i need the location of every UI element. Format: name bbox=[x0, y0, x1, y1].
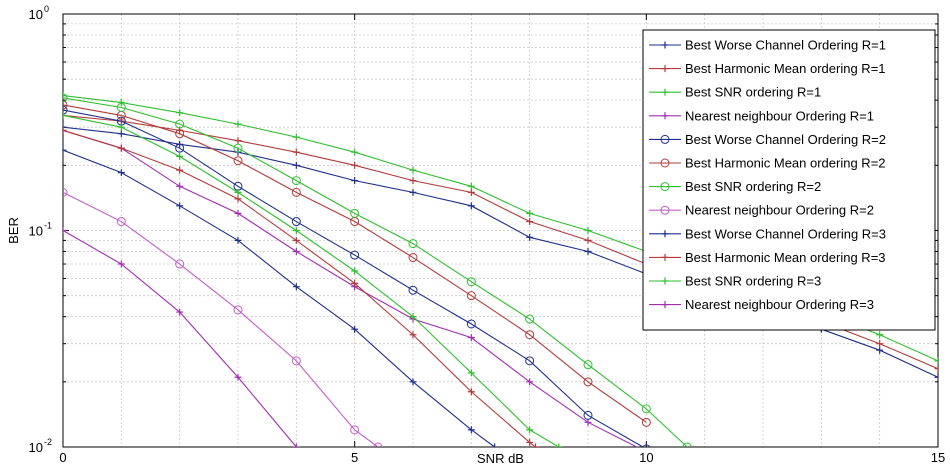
legend-label: Nearest neighbour Ordering R=1 bbox=[685, 108, 874, 123]
legend-label: Best Harmonic Mean ordering R=1 bbox=[685, 61, 886, 76]
legend-item: Best Worse Channel Ordering R=2 bbox=[649, 132, 886, 147]
legend-item: Best Harmonic Mean ordering R=1 bbox=[649, 61, 886, 76]
y-tick-label: 10 bbox=[29, 7, 43, 22]
legend-label: Best Worse Channel Ordering R=2 bbox=[685, 132, 886, 147]
legend-label: Best Worse Channel Ordering R=1 bbox=[685, 38, 886, 53]
y-tick-label: 10 bbox=[29, 224, 43, 239]
legend-label: Best Harmonic Mean ordering R=3 bbox=[685, 250, 886, 265]
y-tick-exponent: -2 bbox=[44, 437, 52, 447]
x-tick-label: 5 bbox=[351, 450, 358, 465]
y-tick-exponent: 0 bbox=[44, 4, 49, 14]
legend-item: Best Worse Channel Ordering R=3 bbox=[649, 226, 886, 241]
legend-item: Best Harmonic Mean ordering R=2 bbox=[649, 156, 886, 171]
legend-label: Best SNR ordering R=1 bbox=[685, 85, 821, 100]
legend-item: Best Worse Channel Ordering R=1 bbox=[649, 38, 886, 53]
legend-label: Nearest neighbour Ordering R=2 bbox=[685, 203, 874, 218]
legend-item: Best Harmonic Mean ordering R=3 bbox=[649, 250, 886, 265]
x-tick-label: 10 bbox=[639, 450, 653, 465]
legend-label: Best Worse Channel Ordering R=3 bbox=[685, 226, 886, 241]
legend-label: Best Harmonic Mean ordering R=2 bbox=[685, 156, 886, 171]
y-tick-exponent: -1 bbox=[44, 221, 52, 231]
legend: Best Worse Channel Ordering R=1 Best Harm… bbox=[643, 30, 935, 330]
x-tick-label: 15 bbox=[931, 450, 945, 465]
y-tick-label: 10 bbox=[29, 440, 43, 455]
x-axis-label: SNR dB bbox=[477, 451, 524, 466]
legend-label: Best SNR ordering R=2 bbox=[685, 179, 821, 194]
y-axis-label: BER bbox=[6, 217, 21, 244]
legend-label: Best SNR ordering R=3 bbox=[685, 274, 821, 289]
x-tick-label: 0 bbox=[59, 450, 66, 465]
legend-label: Nearest neighbour Ordering R=3 bbox=[685, 297, 874, 312]
